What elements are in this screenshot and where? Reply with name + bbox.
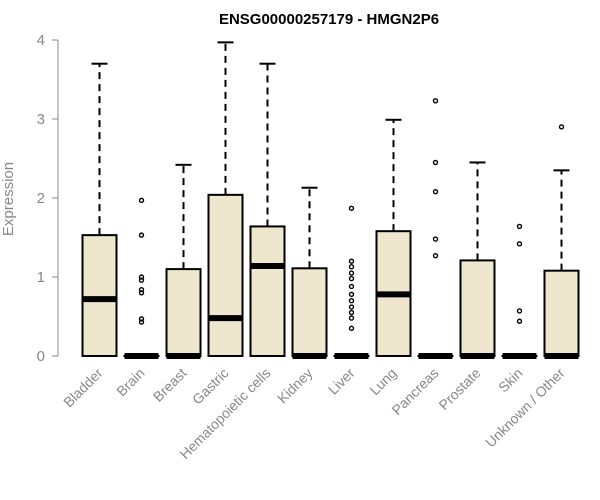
box-rect (459, 259, 496, 357)
x-tick-label: Breast (150, 365, 190, 405)
outlier-point (348, 258, 355, 264)
x-tick-label: Liver (325, 365, 358, 398)
outlier-point (138, 290, 145, 296)
x-tick-label: Kidney (274, 365, 316, 407)
outlier-point (432, 188, 439, 195)
outlier-point (138, 197, 145, 204)
box-rect (291, 267, 328, 357)
box-rect (249, 225, 286, 357)
box-brain (123, 197, 160, 359)
outlier-point (432, 236, 439, 242)
outlier-point (348, 270, 355, 276)
outlier-point (348, 315, 355, 321)
y-tick-label: 3 (37, 111, 45, 128)
y-axis: 0 1 2 3 4 (37, 32, 59, 365)
outlier-point (348, 325, 355, 332)
outlier-point (348, 275, 355, 282)
outlier-point (432, 98, 439, 104)
y-tick-label: 2 (37, 190, 45, 207)
box-hematopoietic-cells (249, 62, 286, 357)
outlier-point (348, 291, 355, 298)
box-kidney (291, 186, 328, 359)
x-tick-label: Skin (495, 365, 526, 396)
y-tick-label: 4 (37, 32, 45, 49)
outlier-point (516, 318, 523, 324)
box-rect (81, 234, 118, 358)
outlier-point (432, 159, 439, 166)
outlier-point (516, 223, 523, 230)
outlier-point (348, 283, 355, 290)
x-tick-label: Brain (113, 365, 147, 399)
box-rect (543, 269, 580, 357)
y-tick-label: 0 (37, 348, 45, 365)
outlier-point (516, 241, 523, 247)
x-tick-label: Pancreas (388, 365, 441, 418)
outlier-point (138, 274, 145, 280)
box-pancreas (417, 98, 454, 359)
boxes-group (81, 41, 580, 359)
outlier-point (138, 277, 145, 283)
box-liver (333, 205, 370, 359)
outlier-point (138, 232, 145, 238)
box-breast (165, 163, 202, 359)
outlier-point (516, 308, 523, 314)
outlier-point (138, 319, 145, 325)
box-unknown-other (543, 124, 580, 359)
outlier-point (348, 304, 355, 310)
outlier-point (432, 252, 439, 259)
outlier-point (138, 286, 145, 293)
chart-title: ENSG00000257179 - HMGN2P6 (219, 11, 439, 28)
box-prostate (459, 161, 496, 359)
box-bladder (81, 62, 118, 358)
box-rect (165, 268, 202, 358)
box-skin (501, 223, 538, 359)
box-rect (207, 193, 244, 357)
x-tick-label: Bladder (60, 365, 106, 411)
y-tick-label: 1 (37, 269, 45, 286)
x-tick-label: Prostate (435, 365, 483, 413)
box-lung (375, 118, 412, 357)
x-tick-label: Unknown / Other (482, 365, 568, 451)
outlier-point (348, 298, 355, 304)
outlier-point (348, 205, 355, 211)
outlier-point (138, 316, 145, 322)
outlier-point (348, 264, 355, 270)
outlier-point (348, 309, 355, 316)
box-gastric (207, 41, 244, 357)
outlier-point (558, 124, 565, 130)
x-tick-label: Lung (366, 365, 399, 398)
y-axis-label: Expression (0, 162, 17, 236)
